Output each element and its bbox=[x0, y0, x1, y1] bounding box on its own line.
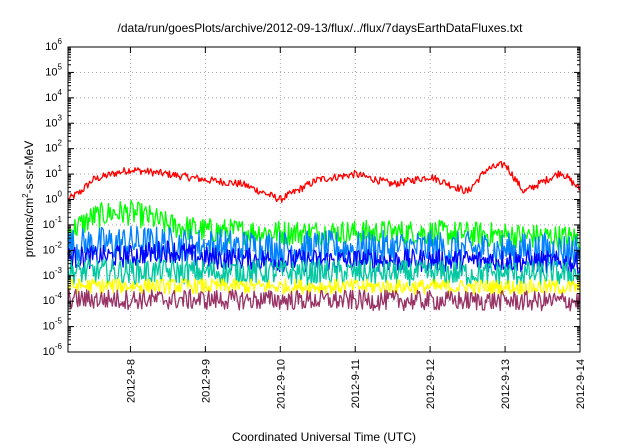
y-axis-label-suffix: -s-sr-MeV bbox=[22, 141, 36, 194]
y-tick-label: 101 bbox=[45, 164, 62, 180]
chart-title: /data/run/goesPlots/archive/2012-09-13/f… bbox=[118, 21, 524, 35]
y-tick-label: 104 bbox=[45, 88, 62, 104]
svg-text:protons/cm2-s-sr-MeV: protons/cm2-s-sr-MeV bbox=[21, 141, 36, 257]
y-axis-label: protons/cm2-s-sr-MeV bbox=[21, 141, 36, 257]
y-tick-label: 10-3 bbox=[43, 266, 63, 282]
series-line-4 bbox=[67, 258, 581, 287]
x-tick-label: 2012-9-11 bbox=[350, 359, 362, 408]
y-tick-label: 102 bbox=[45, 139, 62, 155]
y-tick-label: 10-6 bbox=[43, 342, 63, 358]
series-line-0 bbox=[67, 160, 581, 203]
x-tick-label: 2012-9-8 bbox=[125, 359, 137, 403]
y-tick-label: 10-2 bbox=[43, 240, 63, 256]
grid bbox=[68, 47, 580, 352]
ticks: 10-6 10-5 10-4 10-3 10-2 10-1 100 101 102 103 104 1… bbox=[43, 37, 587, 409]
series-line-3 bbox=[67, 240, 581, 276]
series-line-2 bbox=[67, 225, 581, 269]
series-line-6 bbox=[67, 288, 581, 312]
series-group bbox=[67, 160, 581, 312]
x-tick-label: 2012-9-12 bbox=[425, 359, 437, 409]
x-axis-label: Coordinated Universal Time (UTC) bbox=[232, 430, 416, 444]
y-tick-label: 105 bbox=[45, 62, 62, 78]
x-tick-label: 2012-9-10 bbox=[275, 359, 287, 409]
y-tick-label: 103 bbox=[45, 113, 62, 129]
y-tick-label: 10-4 bbox=[43, 291, 63, 307]
x-tick-label: 2012-9-14 bbox=[575, 359, 587, 409]
y-tick-label: 100 bbox=[45, 190, 62, 206]
y-tick-label: 106 bbox=[45, 37, 62, 53]
x-tick-label: 2012-9-13 bbox=[500, 359, 512, 409]
y-tick-label: 10-1 bbox=[43, 215, 63, 231]
x-tick-label: 2012-9-9 bbox=[200, 359, 212, 403]
series-line-5 bbox=[67, 277, 581, 296]
y-axis-label-prefix: protons/cm bbox=[22, 198, 36, 257]
y-tick-label: 10-5 bbox=[43, 317, 63, 333]
y-axis-label-exponent: 2 bbox=[21, 193, 30, 198]
